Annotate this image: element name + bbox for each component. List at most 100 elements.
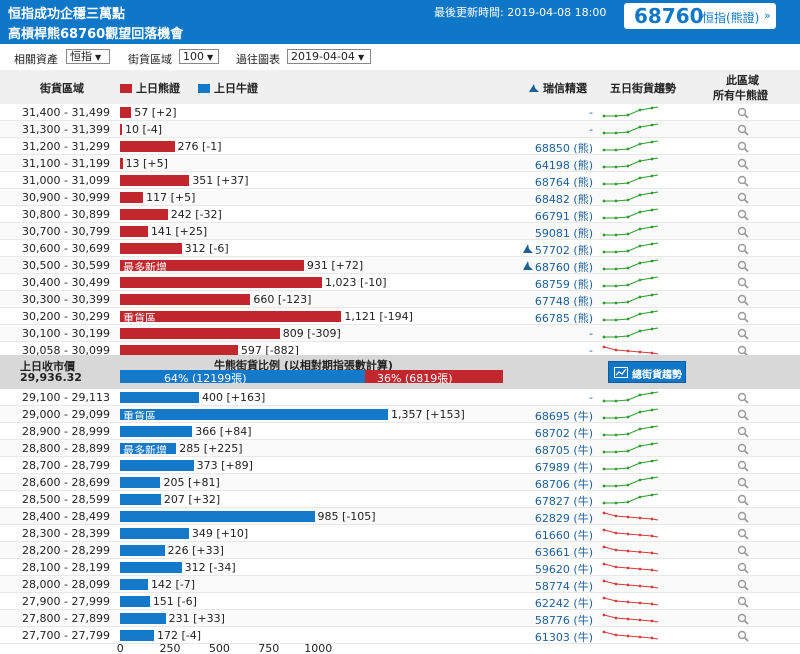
pick-code-link[interactable]: 61303 (牛) [534,631,593,644]
five-day-trend-sparkline [602,208,659,220]
chart-date-select[interactable]: 2019-04-04 ▼ [287,49,371,64]
pick-code-link[interactable]: 66785 (熊) [534,312,593,325]
magnifier-icon[interactable] [737,596,749,608]
col-pick: 瑞信精選 [528,80,587,96]
magnifier-icon[interactable] [737,209,749,221]
five-day-trend-sparkline [602,293,659,305]
magnifier-icon[interactable] [737,511,749,523]
magnifier-icon[interactable] [737,630,749,642]
magnifier-icon[interactable] [737,426,749,438]
magnifier-icon[interactable] [737,243,749,255]
magnifier-icon[interactable] [737,192,749,204]
table-row: 30,400 - 30,499 1,023 [-10] 68759 (熊) [0,274,800,291]
table-row: 31,400 - 31,499 57 [+2] - [0,104,800,121]
zone-select[interactable]: 100 ▼ [179,49,219,64]
magnifier-icon[interactable] [737,328,749,340]
bar-value-label: 597 [-882] [240,344,299,357]
bear-bar [120,192,144,203]
bar-value-label: 13 [+5] [125,157,168,170]
pick-code-link[interactable]: 59620 (牛) [534,563,593,576]
bar-value-label: 373 [+89] [196,459,253,472]
pick-code-link[interactable]: 67827 (牛) [534,495,593,508]
magnifier-icon[interactable] [737,141,749,153]
bear-bar [120,107,132,118]
magnifier-icon[interactable] [737,124,749,136]
pick-code-link[interactable]: 61660 (牛) [534,529,593,542]
magnifier-icon[interactable] [737,443,749,455]
zone-range: 27,700 - 27,799 [22,629,110,642]
asset-select-value: 恒指 [70,50,92,63]
pick-code-link[interactable]: 67989 (牛) [534,461,593,474]
magnifier-icon[interactable] [737,477,749,489]
bear-bar [120,277,323,288]
magnifier-icon[interactable] [737,494,749,506]
magnifier-icon[interactable] [737,260,749,272]
warrant-code-button[interactable]: 68760 恒指(熊證) » [624,3,776,29]
magnifier-icon[interactable] [737,311,749,323]
magnifier-icon[interactable] [737,545,749,557]
bar-value-label: 117 [+5] [146,191,196,204]
pick-code-link[interactable]: 62829 (牛) [534,512,593,525]
table-row: 28,100 - 28,199 312 [-34] 59620 (牛) [0,559,800,576]
magnifier-icon[interactable] [737,579,749,591]
pick-code-link: - [589,391,593,404]
pick-code-link[interactable]: 58776 (牛) [534,614,593,627]
pick-code-link[interactable]: 67748 (熊) [534,295,593,308]
zone-range: 29,100 - 29,113 [22,391,110,404]
asset-select[interactable]: 恒指 ▼ [66,49,110,64]
pick-code-link[interactable]: 59081 (熊) [534,227,593,240]
bar-value-label: 1,357 [+153] [391,408,465,421]
bull-bar [120,630,154,641]
magnifier-icon[interactable] [737,409,749,421]
ratio-bull-label: 64% (12199張) [164,372,247,385]
bar-value-label: 226 [+33] [167,544,224,557]
pick-code-link[interactable]: 68695 (牛) [534,410,593,423]
table-row: 30,300 - 30,399 660 [-123] 67748 (熊) [0,291,800,308]
pick-code-link[interactable]: 68764 (熊) [534,176,593,189]
magnifier-icon[interactable] [737,277,749,289]
pick-code-link[interactable]: 68706 (牛) [534,478,593,491]
magnifier-icon[interactable] [737,613,749,625]
pick-code-link[interactable]: 63661 (牛) [534,546,593,559]
pick-code-link[interactable]: 68705 (牛) [534,444,593,457]
zone-range: 28,000 - 28,099 [22,578,110,591]
bull-bar [120,392,199,403]
zone-range: 31,300 - 31,399 [22,123,110,136]
five-day-trend-sparkline [602,391,659,403]
table-row: 27,900 - 27,999 151 [-6] 62242 (牛) [0,593,800,610]
filter-bar: 相關資產 恒指 ▼ 街貨區域 100 ▼ 過往圖表 2019-04-04 ▼ [0,44,800,70]
five-day-trend-sparkline [602,259,659,271]
pick-code-link[interactable]: 57702 (熊) [534,244,593,257]
table-row: 30,600 - 30,699 312 [-6] 57702 (熊) [0,240,800,257]
magnifier-icon[interactable] [737,294,749,306]
pick-code-link[interactable]: 68482 (熊) [534,193,593,206]
total-trend-button[interactable]: 總街貨趨勢 [608,361,686,383]
magnifier-icon[interactable] [737,226,749,238]
pick-code-link[interactable]: 68702 (牛) [534,427,593,440]
pick-code-link[interactable]: 68759 (熊) [534,278,593,291]
pick-code-link[interactable]: 68850 (熊) [534,142,593,155]
pick-code-link[interactable]: 62242 (牛) [534,597,593,610]
magnifier-icon[interactable] [737,460,749,472]
legend-bear-label: 上日熊證 [136,82,180,95]
magnifier-icon[interactable] [737,175,749,187]
zone-range: 28,700 - 28,799 [22,459,110,472]
magnifier-icon[interactable] [737,392,749,404]
pick-code-link[interactable]: 68760 (熊) [534,261,593,274]
zone-range: 28,100 - 28,199 [22,561,110,574]
magnifier-icon[interactable] [737,562,749,574]
five-day-trend-sparkline [602,425,659,437]
pick-code-link[interactable]: 58774 (牛) [534,580,593,593]
five-day-trend-sparkline [602,191,659,203]
last-updated-value: 2019-04-08 18:00 [507,6,607,19]
chart-date-label: 過往圖表 [236,53,280,66]
magnifier-icon[interactable] [737,107,749,119]
five-day-trend-sparkline [602,442,659,454]
bar-value-label: 660 [-123] [253,293,312,306]
pick-code-link[interactable]: 64198 (熊) [534,159,593,172]
magnifier-icon[interactable] [737,158,749,170]
five-day-trend-sparkline [602,327,659,339]
trader-icon [529,84,539,92]
pick-code-link[interactable]: 66791 (熊) [534,210,593,223]
magnifier-icon[interactable] [737,528,749,540]
